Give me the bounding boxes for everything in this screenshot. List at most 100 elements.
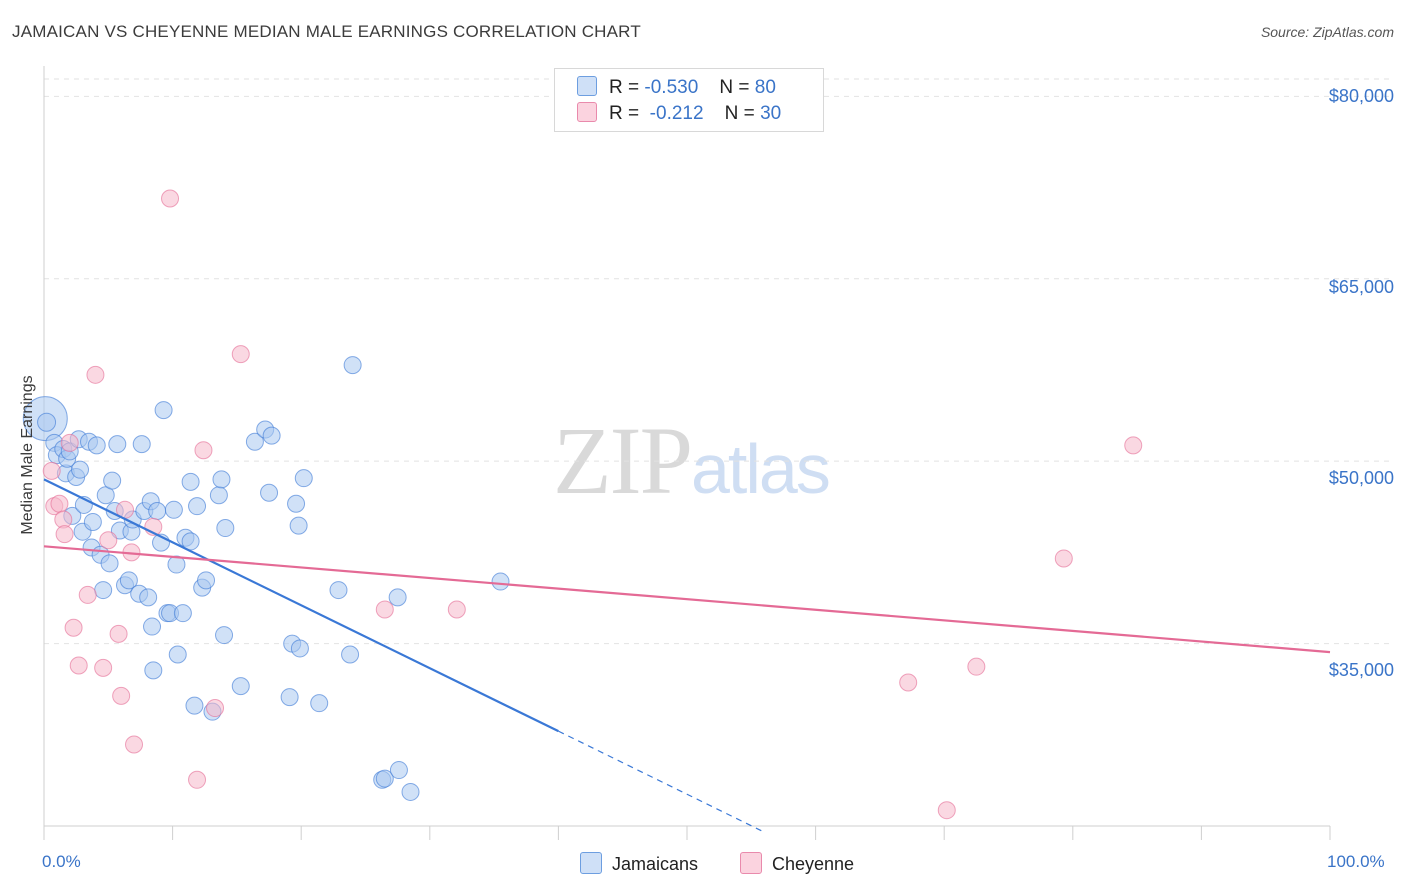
cheyenne-point: [94, 658, 113, 677]
legend-row-jamaicans: R = -0.530 N = 80: [577, 76, 776, 100]
jamaicans-point: [144, 661, 163, 680]
bottom-legend-label-jamaicans: Jamaicans: [612, 854, 699, 874]
jamaicans-point: [212, 470, 231, 489]
y-tick-label-35000: $35,000: [1328, 660, 1394, 680]
jamaicans-point: [181, 472, 200, 491]
jamaicans-point: [188, 497, 207, 516]
jamaicans-point: [215, 626, 234, 645]
cheyenne-point: [161, 189, 180, 208]
bottom-legend-label-cheyenne: Cheyenne: [772, 854, 855, 874]
cheyenne-point: [64, 618, 83, 637]
jamaicans-point: [260, 483, 279, 502]
watermark: ZIPatlas: [553, 405, 831, 516]
jamaicans-point: [168, 645, 187, 664]
y-tick-label-65000: $65,000: [1328, 277, 1394, 297]
legend-n-value: 80: [754, 77, 776, 98]
jamaicans-point: [167, 555, 186, 574]
y-axis-label: Median Male Earnings: [19, 375, 36, 535]
cheyenne-point: [194, 441, 213, 460]
jamaicans-point: [245, 432, 264, 451]
jamaicans-point: [290, 639, 309, 658]
jamaicans-trend-extension: [558, 730, 765, 833]
legend-r-label: R =: [609, 77, 640, 98]
jamaicans-point: [375, 769, 394, 788]
jamaicans-point: [148, 502, 167, 521]
legend-r-value: -0.530: [644, 77, 699, 98]
jamaicans-point: [197, 571, 216, 590]
jamaicans-point: [341, 645, 360, 664]
cheyenne-point: [125, 735, 144, 754]
cheyenne-point: [69, 656, 88, 675]
cheyenne-point: [188, 770, 207, 789]
cheyenne-point: [86, 365, 105, 384]
cheyenne-point: [937, 801, 956, 820]
cheyenne-point: [231, 345, 250, 364]
jamaicans-point: [329, 581, 348, 600]
correlation-legend: R = -0.530 N = 80 R = -0.212 N = 30: [554, 68, 824, 132]
source-note: Source: ZipAtlas.com: [1260, 24, 1394, 40]
jamaicans-point: [289, 516, 308, 535]
cheyenne-point: [112, 686, 131, 705]
x-tick-label-max: 100.0%: [1327, 852, 1385, 871]
watermark-atlas: atlas: [691, 430, 831, 508]
cheyenne-point: [99, 531, 118, 550]
jamaicans-point: [262, 426, 281, 445]
jamaicans-point: [139, 588, 158, 607]
legend-swatch-jamaicans: [577, 76, 597, 96]
cheyenne-point: [206, 699, 225, 718]
cheyenne-point: [109, 624, 128, 643]
jamaicans-point: [491, 572, 510, 591]
bottom-legend-cheyenne: Cheyenne: [740, 852, 854, 875]
x-tick-label-min: 0.0%: [42, 852, 81, 871]
jamaicans-point: [108, 435, 127, 454]
cheyenne-point: [447, 600, 466, 619]
cheyenne-point: [967, 657, 986, 676]
jamaicans-point: [310, 694, 329, 713]
jamaicans-point: [388, 588, 407, 607]
cheyenne-point: [1054, 549, 1073, 568]
legend-n-value: 30: [760, 103, 782, 124]
jamaicans-point: [209, 486, 228, 505]
jamaicans-point: [83, 512, 102, 531]
cheyenne-point: [78, 585, 97, 604]
legend-row-cheyenne: R = -0.212 N = 30: [577, 102, 781, 126]
jamaicans-point: [100, 554, 119, 573]
cheyenne-point: [55, 525, 74, 544]
cheyenne-point: [60, 433, 79, 452]
cheyenne-point: [42, 461, 61, 480]
jamaicans-point: [71, 460, 90, 479]
bottom-legend-swatch-jamaicans: [580, 852, 602, 874]
cheyenne-trend-line: [43, 545, 1331, 654]
jamaicans-point: [343, 356, 362, 375]
cheyenne-point: [1124, 436, 1143, 455]
jamaicans-point: [287, 494, 306, 513]
jamaicans-point: [389, 761, 408, 780]
legend-r-value: -0.212: [649, 103, 704, 124]
jamaicans-point: [143, 617, 162, 636]
legend-n-label: N =: [724, 103, 755, 124]
jamaicans-point: [87, 436, 106, 455]
y-tick-label-80000: $80,000: [1328, 86, 1394, 106]
cheyenne-point: [375, 600, 394, 619]
jamaicans-point: [216, 519, 235, 538]
jamaicans-point: [103, 471, 122, 490]
jamaicans-point: [154, 401, 173, 420]
jamaicans-point: [280, 688, 299, 707]
cheyenne-point: [899, 673, 918, 692]
watermark-zip: ZIP: [553, 407, 693, 514]
jamaicans-point: [94, 581, 113, 600]
y-tick-label-50000: $50,000: [1328, 468, 1394, 488]
jamaicans-point: [185, 696, 204, 715]
jamaicans-point: [173, 604, 192, 623]
jamaicans-point: [37, 412, 57, 432]
jamaicans-point: [119, 571, 138, 590]
bottom-legend-swatch-cheyenne: [740, 852, 762, 874]
cheyenne-point: [50, 494, 69, 513]
bottom-legend-jamaicans: Jamaicans: [580, 852, 698, 875]
jamaicans-point: [294, 469, 313, 488]
jamaicans-point: [164, 500, 183, 519]
jamaicans-point: [401, 782, 420, 801]
jamaicans-point: [231, 677, 250, 696]
chart-title: JAMAICAN VS CHEYENNE MEDIAN MALE EARNING…: [12, 22, 641, 41]
